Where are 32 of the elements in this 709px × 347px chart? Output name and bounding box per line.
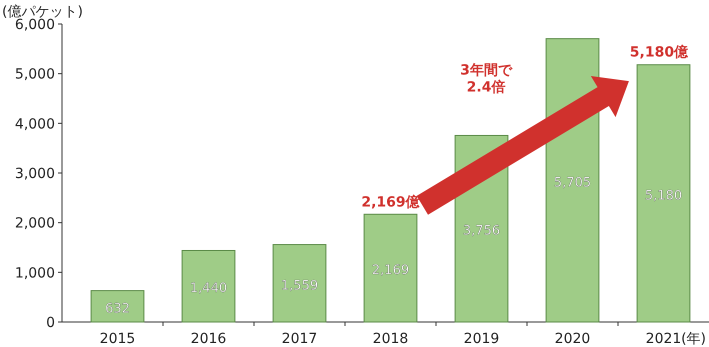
bar bbox=[272, 244, 326, 322]
y-tick-label: 2,000 bbox=[14, 216, 55, 232]
data-label: 1,440 bbox=[190, 281, 228, 296]
x-axis-title: (年) bbox=[681, 331, 706, 347]
x-tick-label: 2016 bbox=[190, 331, 226, 347]
data-label: 2,169 bbox=[372, 263, 410, 278]
y-tick-label: 1,000 bbox=[14, 265, 55, 282]
y-tick-label: 5,000 bbox=[14, 66, 55, 83]
y-tick-label: 4,000 bbox=[14, 116, 55, 132]
bar bbox=[546, 38, 600, 322]
annotation: 5,180億 bbox=[630, 44, 690, 61]
x-tick-label: 2021 bbox=[646, 331, 682, 347]
x-tick-label: 2019 bbox=[464, 331, 500, 347]
bar bbox=[182, 250, 236, 322]
annotation: 2,169億 bbox=[361, 193, 421, 210]
x-tick-label: 2015 bbox=[100, 331, 136, 347]
y-tick-label: 0 bbox=[46, 315, 55, 331]
y-tick-label: 6,000 bbox=[14, 17, 55, 33]
x-tick-label: 2020 bbox=[554, 331, 590, 347]
data-label: 5,705 bbox=[554, 175, 592, 190]
x-tick-label: 2017 bbox=[282, 331, 318, 347]
data-label: 3,756 bbox=[462, 224, 500, 239]
bar bbox=[90, 290, 144, 322]
data-label: 632 bbox=[105, 301, 130, 316]
bar bbox=[636, 64, 690, 322]
bar bbox=[364, 214, 418, 322]
x-tick-label: 2018 bbox=[372, 331, 408, 347]
data-label: 5,180 bbox=[644, 188, 682, 204]
y-tick-label: 3,000 bbox=[14, 166, 55, 182]
y-axis-title: (億パケット) bbox=[2, 4, 83, 20]
annotation: 3年間で 2.4倍 bbox=[460, 62, 513, 96]
data-label: 1,559 bbox=[280, 278, 318, 294]
